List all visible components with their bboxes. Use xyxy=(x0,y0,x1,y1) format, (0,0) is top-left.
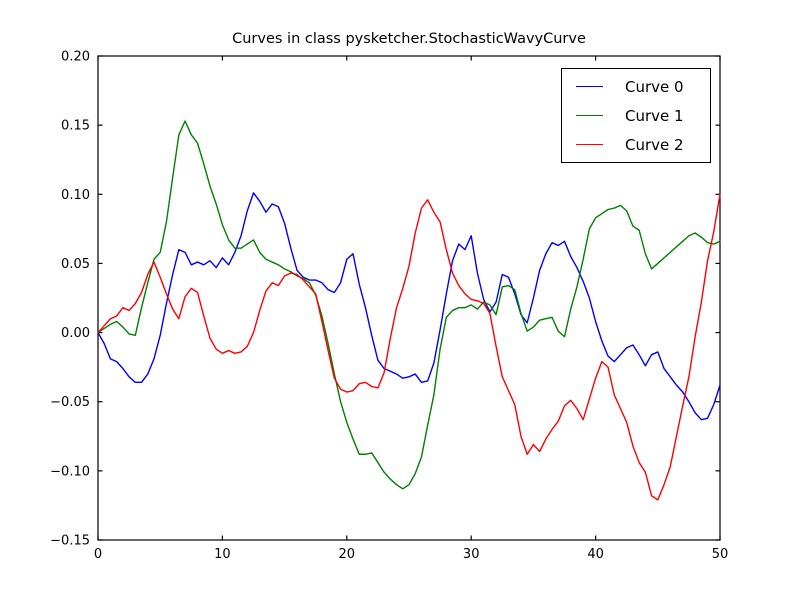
x-tick-label: 30 xyxy=(463,547,480,562)
legend-label-2: Curve 2 xyxy=(625,135,684,154)
x-tick-label: 50 xyxy=(712,547,729,562)
y-tick-label: 0.20 xyxy=(61,50,90,65)
x-tick-label: 0 xyxy=(94,547,102,562)
x-tick-label: 20 xyxy=(339,547,356,562)
legend-line-sample-0 xyxy=(576,86,603,87)
y-tick-label: −0.15 xyxy=(50,534,90,549)
y-tick-label: 0.00 xyxy=(61,326,90,341)
y-tick-label: 0.05 xyxy=(61,257,90,272)
y-tick-label: −0.10 xyxy=(50,464,90,479)
axes-frame xyxy=(97,55,721,541)
legend: Curve 0 Curve 1 Curve 2 xyxy=(561,68,711,163)
chart-title: Curves in class pysketcher.StochasticWav… xyxy=(232,31,586,47)
legend-entry-1: Curve 1 xyxy=(562,102,710,130)
legend-entry-0: Curve 0 xyxy=(562,73,710,101)
y-tick-label: 0.15 xyxy=(61,119,90,134)
x-tick-label: 40 xyxy=(587,547,604,562)
legend-entry-2: Curve 2 xyxy=(562,131,710,159)
curve-line-2 xyxy=(97,193,721,501)
y-tick-label: −0.05 xyxy=(50,395,90,410)
legend-label-1: Curve 1 xyxy=(625,106,684,125)
curve-line-1 xyxy=(97,120,721,490)
legend-line-sample-1 xyxy=(576,115,603,116)
y-tick-label: 0.10 xyxy=(61,188,90,203)
legend-line-sample-2 xyxy=(576,144,603,145)
curve-line-0 xyxy=(97,192,721,421)
legend-label-0: Curve 0 xyxy=(625,77,684,96)
x-tick-label: 10 xyxy=(214,547,231,562)
